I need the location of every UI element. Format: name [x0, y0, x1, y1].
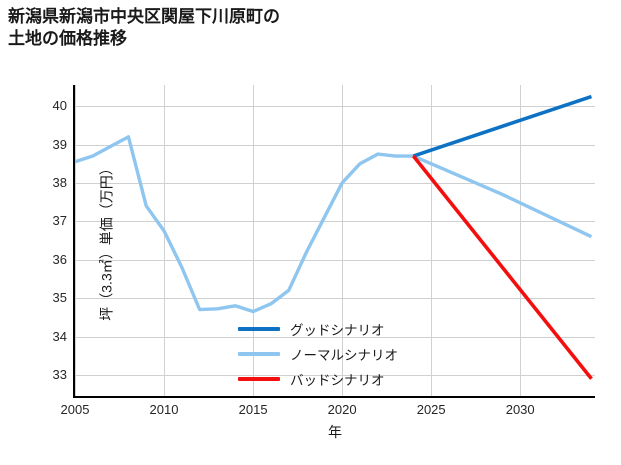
plot-background	[75, 85, 595, 396]
y-tick-label: 38	[52, 174, 67, 190]
legend-color-swatch	[238, 376, 280, 381]
legend-item[interactable]: グッドシナリオ	[238, 316, 398, 341]
legend-label: グッドシナリオ	[290, 322, 385, 338]
gridline-y	[75, 374, 595, 376]
series-line	[411, 154, 593, 380]
gridline-y	[75, 259, 595, 261]
gridline-y	[75, 106, 595, 108]
x-tick-label: 2030	[505, 402, 535, 417]
legend-color-swatch	[238, 326, 280, 331]
legend-label: バッドシナリオ	[290, 372, 385, 388]
gridline-x	[253, 85, 255, 396]
series-line	[412, 94, 593, 158]
gridline-x	[164, 85, 165, 396]
plot-area: 33 34 35 36 37 38 39 40 2005 2010 2015 2020 2025 203…	[53, 85, 595, 440]
gridline-x	[520, 85, 522, 396]
y-tick-label: 33	[52, 366, 67, 382]
gridline-y	[75, 221, 595, 223]
series-line	[74, 135, 593, 314]
page-title: 新潟県新潟市中央区関屋下川原町の 土地の価格推移	[8, 7, 280, 48]
x-tick-label: 2005	[60, 402, 90, 417]
gridline-y	[75, 144, 595, 146]
y-axis-title: 坪（3.3㎡）単価（万円）	[98, 160, 115, 321]
y-axis-line	[73, 85, 75, 396]
y-tick-label: 35	[52, 290, 67, 306]
gridline-x	[342, 85, 344, 396]
y-tick-label: 36	[52, 251, 67, 267]
legend-label: ノーマルシナリオ	[290, 347, 398, 363]
y-tick-label: 40	[52, 98, 67, 114]
y-tick-label: 34	[52, 328, 67, 344]
gridline-x	[75, 85, 76, 396]
x-tick-label: 2025	[416, 402, 446, 417]
y-tick-label: 39	[52, 136, 67, 152]
gridline-x	[431, 85, 433, 396]
legend-item[interactable]: バッドシナリオ	[238, 366, 398, 391]
gridline-y	[75, 298, 595, 300]
x-axis-title: 年	[328, 424, 342, 440]
legend-item[interactable]: ノーマルシナリオ	[238, 341, 398, 366]
x-tick-label: 2015	[238, 402, 268, 417]
gridline-y	[75, 182, 595, 184]
x-tick-label: 2010	[149, 402, 179, 417]
y-tick-label: 37	[52, 213, 67, 229]
legend-color-swatch	[238, 351, 280, 356]
x-tick-label: 2020	[327, 402, 357, 417]
gridline-y	[75, 336, 595, 338]
x-axis-line	[73, 396, 595, 398]
series-lines	[74, 94, 593, 380]
chart-legend: グッドシナリオ ノーマルシナリオ バッドシナリオ	[238, 316, 398, 391]
